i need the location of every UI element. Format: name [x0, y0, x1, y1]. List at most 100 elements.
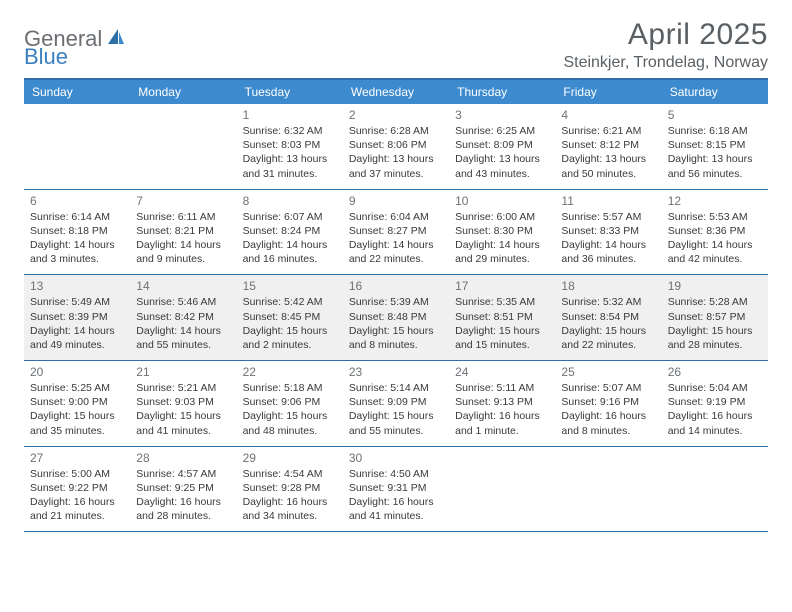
weekday-header-row: SundayMondayTuesdayWednesdayThursdayFrid…: [24, 80, 768, 104]
sunrise-text: Sunrise: 4:50 AM: [349, 467, 443, 481]
day-info: Sunrise: 5:25 AMSunset: 9:00 PMDaylight:…: [30, 381, 124, 438]
sunset-text: Sunset: 8:39 PM: [30, 310, 124, 324]
daylight-text: Daylight: 15 hours and 48 minutes.: [243, 409, 337, 437]
sunrise-text: Sunrise: 5:53 AM: [668, 210, 762, 224]
day-number: 4: [561, 108, 655, 122]
sunset-text: Sunset: 8:06 PM: [349, 138, 443, 152]
daylight-text: Daylight: 15 hours and 35 minutes.: [30, 409, 124, 437]
sunset-text: Sunset: 9:28 PM: [243, 481, 337, 495]
day-number: 21: [136, 365, 230, 379]
day-info: Sunrise: 5:53 AMSunset: 8:36 PMDaylight:…: [668, 210, 762, 267]
day-number: 10: [455, 194, 549, 208]
sunrise-text: Sunrise: 6:21 AM: [561, 124, 655, 138]
sunset-text: Sunset: 9:00 PM: [30, 395, 124, 409]
day-cell: 10 Sunrise: 6:00 AMSunset: 8:30 PMDayligh…: [449, 190, 555, 275]
sunset-text: Sunset: 9:13 PM: [455, 395, 549, 409]
day-number: 27: [30, 451, 124, 465]
sunset-text: Sunset: 8:09 PM: [455, 138, 549, 152]
daylight-text: Daylight: 14 hours and 49 minutes.: [30, 324, 124, 352]
day-cell: 8Sunrise: 6:07 AMSunset: 8:24 PMDaylight…: [237, 190, 343, 275]
day-cell: 29Sunrise: 4:54 AMSunset: 9:28 PMDayligh…: [237, 447, 343, 532]
day-cell: 13Sunrise: 5:49 AMSunset: 8:39 PMDayligh…: [24, 275, 130, 360]
day-cell: 26Sunrise: 5:04 AMSunset: 9:19 PMDayligh…: [662, 361, 768, 446]
daylight-text: Daylight: 16 hours and 8 minutes.: [561, 409, 655, 437]
daylight-text: Daylight: 14 hours and 16 minutes.: [243, 238, 337, 266]
sunset-text: Sunset: 8:42 PM: [136, 310, 230, 324]
sunrise-text: Sunrise: 5:21 AM: [136, 381, 230, 395]
day-number: 2: [349, 108, 443, 122]
sunrise-text: Sunrise: 5:39 AM: [349, 295, 443, 309]
daylight-text: Daylight: 14 hours and 22 minutes.: [349, 238, 443, 266]
day-number: 29: [243, 451, 337, 465]
day-info: Sunrise: 6:21 AMSunset: 8:12 PMDaylight:…: [561, 124, 655, 181]
day-number: 26: [668, 365, 762, 379]
week-row: 27Sunrise: 5:00 AMSunset: 9:22 PMDayligh…: [24, 447, 768, 533]
week-row: 20Sunrise: 5:25 AMSunset: 9:00 PMDayligh…: [24, 361, 768, 447]
sunrise-text: Sunrise: 5:25 AM: [30, 381, 124, 395]
location-text: Steinkjer, Trondelag, Norway: [563, 54, 768, 72]
sunrise-text: Sunrise: 6:32 AM: [243, 124, 337, 138]
week-row: 13Sunrise: 5:49 AMSunset: 8:39 PMDayligh…: [24, 275, 768, 361]
sunrise-text: Sunrise: 5:18 AM: [243, 381, 337, 395]
day-number: 11: [561, 194, 655, 208]
sunset-text: Sunset: 8:21 PM: [136, 224, 230, 238]
day-cell: 5Sunrise: 6:18 AMSunset: 8:15 PMDaylight…: [662, 104, 768, 189]
sunset-text: Sunset: 8:15 PM: [668, 138, 762, 152]
sunset-text: Sunset: 9:06 PM: [243, 395, 337, 409]
daylight-text: Daylight: 13 hours and 37 minutes.: [349, 152, 443, 180]
weekday-header: Friday: [555, 80, 661, 104]
sunset-text: Sunset: 9:31 PM: [349, 481, 443, 495]
day-cell: [449, 447, 555, 532]
sunset-text: Sunset: 9:09 PM: [349, 395, 443, 409]
day-number: 25: [561, 365, 655, 379]
brand-text-blue: Blue: [24, 44, 68, 69]
day-info: Sunrise: 5:32 AMSunset: 8:54 PMDaylight:…: [561, 295, 655, 352]
daylight-text: Daylight: 14 hours and 36 minutes.: [561, 238, 655, 266]
day-info: Sunrise: 6:11 AMSunset: 8:21 PMDaylight:…: [136, 210, 230, 267]
sunrise-text: Sunrise: 5:11 AM: [455, 381, 549, 395]
day-info: Sunrise: 6:25 AMSunset: 8:09 PMDaylight:…: [455, 124, 549, 181]
day-number: 14: [136, 279, 230, 293]
sunrise-text: Sunrise: 5:14 AM: [349, 381, 443, 395]
daylight-text: Daylight: 15 hours and 55 minutes.: [349, 409, 443, 437]
daylight-text: Daylight: 16 hours and 28 minutes.: [136, 495, 230, 523]
daylight-text: Daylight: 15 hours and 41 minutes.: [136, 409, 230, 437]
sunset-text: Sunset: 9:25 PM: [136, 481, 230, 495]
day-info: Sunrise: 5:42 AMSunset: 8:45 PMDaylight:…: [243, 295, 337, 352]
sunrise-text: Sunrise: 4:57 AM: [136, 467, 230, 481]
weekday-header: Monday: [130, 80, 236, 104]
day-info: Sunrise: 6:14 AMSunset: 8:18 PMDaylight:…: [30, 210, 124, 267]
day-cell: 9Sunrise: 6:04 AMSunset: 8:27 PMDaylight…: [343, 190, 449, 275]
day-info: Sunrise: 6:18 AMSunset: 8:15 PMDaylight:…: [668, 124, 762, 181]
daylight-text: Daylight: 13 hours and 56 minutes.: [668, 152, 762, 180]
day-info: Sunrise: 6:00 AMSunset: 8:30 PMDaylight:…: [455, 210, 549, 267]
daylight-text: Daylight: 15 hours and 2 minutes.: [243, 324, 337, 352]
weekday-header: Sunday: [24, 80, 130, 104]
day-info: Sunrise: 5:35 AMSunset: 8:51 PMDaylight:…: [455, 295, 549, 352]
day-cell: 2 Sunrise: 6:28 AMSunset: 8:06 PMDaylight…: [343, 104, 449, 189]
daylight-text: Daylight: 15 hours and 15 minutes.: [455, 324, 549, 352]
day-info: Sunrise: 5:39 AMSunset: 8:48 PMDaylight:…: [349, 295, 443, 352]
day-number: 22: [243, 365, 337, 379]
sunrise-text: Sunrise: 4:54 AM: [243, 467, 337, 481]
day-cell: 16Sunrise: 5:39 AMSunset: 8:48 PMDayligh…: [343, 275, 449, 360]
sunset-text: Sunset: 8:57 PM: [668, 310, 762, 324]
daylight-text: Daylight: 13 hours and 50 minutes.: [561, 152, 655, 180]
day-info: Sunrise: 6:28 AMSunset: 8:06 PMDaylight:…: [349, 124, 443, 181]
sunset-text: Sunset: 8:45 PM: [243, 310, 337, 324]
daylight-text: Daylight: 14 hours and 55 minutes.: [136, 324, 230, 352]
sunrise-text: Sunrise: 6:18 AM: [668, 124, 762, 138]
sunset-text: Sunset: 8:30 PM: [455, 224, 549, 238]
calendar-grid: SundayMondayTuesdayWednesdayThursdayFrid…: [24, 78, 768, 532]
day-info: Sunrise: 5:21 AMSunset: 9:03 PMDaylight:…: [136, 381, 230, 438]
daylight-text: Daylight: 16 hours and 21 minutes.: [30, 495, 124, 523]
calendar-page: General April 2025 Steinkjer, Trondelag,…: [0, 0, 792, 550]
sunset-text: Sunset: 8:12 PM: [561, 138, 655, 152]
day-info: Sunrise: 5:46 AMSunset: 8:42 PMDaylight:…: [136, 295, 230, 352]
day-cell: 3Sunrise: 6:25 AMSunset: 8:09 PMDaylight…: [449, 104, 555, 189]
day-number: 6: [30, 194, 124, 208]
sunrise-text: Sunrise: 5:57 AM: [561, 210, 655, 224]
day-info: Sunrise: 5:11 AMSunset: 9:13 PMDaylight:…: [455, 381, 549, 438]
day-number: 28: [136, 451, 230, 465]
sunset-text: Sunset: 8:51 PM: [455, 310, 549, 324]
